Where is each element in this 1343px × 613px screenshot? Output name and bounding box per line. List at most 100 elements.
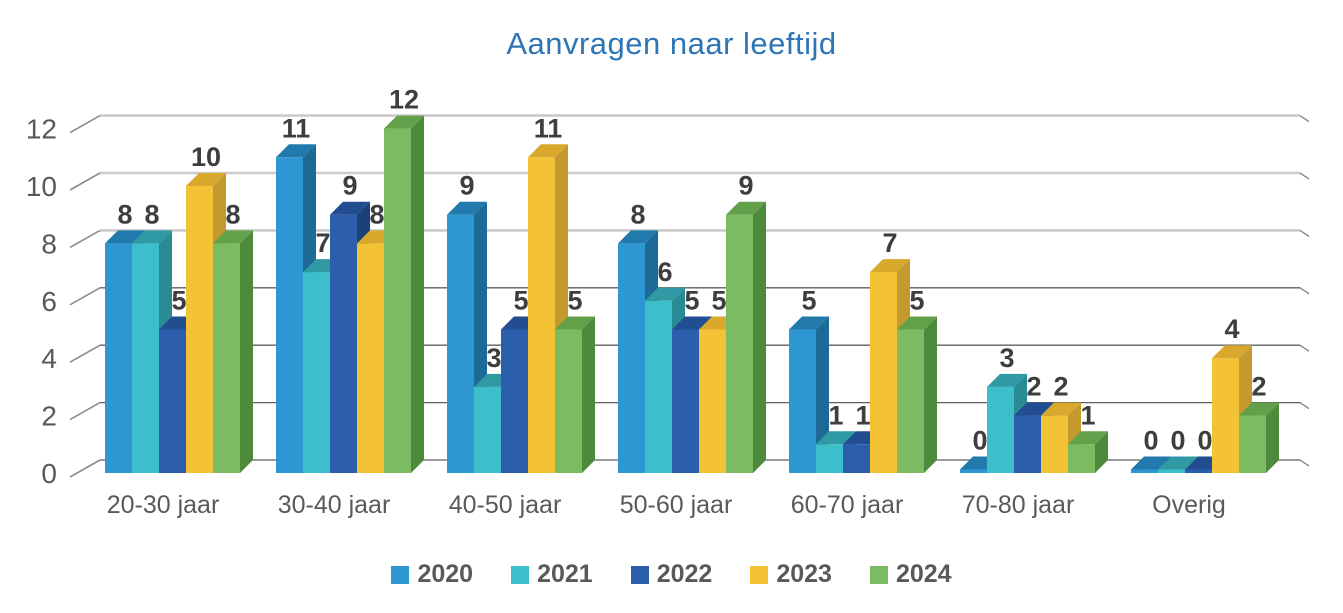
- bar-front-2023: [186, 186, 213, 473]
- bar-top-2022: [1014, 402, 1054, 416]
- data-label: 5: [711, 286, 726, 316]
- bar-top-2024: [1068, 431, 1108, 445]
- y-tick-label: 6: [41, 286, 57, 317]
- y-axis-depth-tick: [69, 401, 101, 421]
- data-label: 1: [1080, 400, 1095, 430]
- bar-front-2023: [699, 329, 726, 473]
- bar-front-2022: [843, 444, 870, 473]
- data-label: 7: [315, 228, 330, 258]
- y-tick-label: 12: [26, 114, 57, 145]
- legend-swatch-icon: [869, 565, 888, 584]
- x-category-label: 70-80 jaar: [962, 491, 1075, 519]
- bar-top-2023: [1041, 402, 1081, 416]
- bar-front-2020: [960, 469, 987, 473]
- bar-front-2020: [618, 243, 645, 473]
- bar-front-2023: [870, 272, 897, 473]
- bar-top-2020: [276, 144, 316, 158]
- bar-top-2023: [186, 173, 226, 186]
- bar-front-2022: [330, 214, 357, 473]
- legend-swatch-icon: [750, 565, 769, 584]
- grid-right-depth-tick: [1299, 115, 1310, 123]
- bar-front-2024: [1239, 415, 1266, 473]
- bar-top-2020: [618, 230, 658, 244]
- bar-front-2020: [1131, 469, 1158, 473]
- data-label: 4: [1224, 314, 1239, 344]
- bar-front-2022: [1185, 469, 1212, 473]
- data-label: 10: [191, 142, 221, 172]
- bar-side-2024: [1266, 402, 1279, 473]
- bar-front-2024: [897, 329, 924, 473]
- legend-swatch-icon: [391, 565, 410, 584]
- bar-front-2024: [726, 214, 753, 473]
- bar-front-2023: [357, 243, 384, 473]
- grid-right-depth-tick: [1299, 229, 1310, 237]
- data-label: 1: [855, 400, 870, 430]
- bar-front-2021: [303, 272, 330, 473]
- bar-front-2023: [528, 157, 555, 474]
- bar-front-2021: [987, 386, 1014, 473]
- data-label: 0: [1143, 426, 1158, 456]
- legend-label: 2020: [417, 560, 474, 588]
- bar-top-2021: [645, 287, 685, 301]
- bar-front-2022: [1014, 415, 1041, 473]
- data-label: 8: [117, 199, 132, 229]
- data-label: 8: [225, 199, 240, 229]
- bar-top-2020: [105, 230, 145, 244]
- bar-front-2021: [132, 243, 159, 473]
- bar-front-2023: [1212, 358, 1239, 473]
- bar-top-2021: [1158, 456, 1198, 470]
- bar-top-2023: [528, 144, 568, 158]
- bar-front-2021: [474, 386, 501, 473]
- legend-swatch-icon: [630, 565, 649, 584]
- x-category-label: 30-40 jaar: [278, 491, 391, 519]
- bar-side-2024: [411, 115, 424, 473]
- y-axis-depth-tick: [69, 287, 101, 306]
- bar-front-2021: [816, 444, 843, 473]
- chart-title: Aanvragen naar leeftijd: [506, 26, 837, 61]
- y-tick-label: 4: [41, 343, 57, 374]
- legend-item-2021: 2021: [511, 560, 593, 589]
- grid-right-depth-tick: [1299, 172, 1310, 180]
- data-label: 9: [342, 171, 357, 201]
- x-category-label: 50-60 jaar: [620, 491, 733, 519]
- data-label: 2: [1251, 372, 1266, 402]
- bar-front-2020: [789, 329, 816, 473]
- y-axis-depth-tick: [69, 459, 101, 478]
- data-label: 8: [630, 199, 645, 229]
- bar-front-2021: [645, 300, 672, 473]
- data-label: 2: [1026, 372, 1041, 402]
- legend-label: 2022: [656, 560, 713, 588]
- data-label: 11: [282, 113, 311, 143]
- bar-top-2023: [1212, 345, 1252, 359]
- grid-right-depth-tick: [1299, 344, 1310, 352]
- bar-front-2022: [159, 329, 186, 473]
- data-label: 3: [486, 343, 501, 373]
- y-tick-label: 2: [41, 401, 57, 432]
- bar-front-2022: [672, 329, 699, 473]
- data-label: 8: [369, 199, 384, 229]
- bar-side-2024: [582, 316, 595, 473]
- bar-top-2022: [672, 316, 712, 330]
- legend-label: 2021: [537, 560, 593, 588]
- legend-item-2024: 2024: [869, 560, 952, 589]
- data-label: 9: [738, 171, 753, 201]
- bar-top-2021: [987, 373, 1027, 387]
- data-label: 1: [828, 400, 843, 430]
- grid-right-depth-tick: [1299, 459, 1310, 467]
- bar-front-2021: [1158, 469, 1185, 473]
- data-label: 2: [1053, 372, 1068, 402]
- x-category-label: 40-50 jaar: [449, 491, 562, 519]
- bar-top-2020: [447, 201, 487, 215]
- bar-top-2024: [555, 316, 595, 330]
- legend-item-2020: 2020: [391, 560, 473, 589]
- bar-side-2024: [753, 201, 766, 473]
- y-axis-depth-tick: [69, 114, 101, 134]
- y-tick-label: 10: [26, 171, 57, 202]
- legend-item-2023: 2023: [750, 560, 832, 589]
- bar-top-2023: [870, 259, 910, 273]
- data-label: 5: [171, 286, 186, 316]
- legend-item-2022: 2022: [630, 560, 713, 589]
- bar-side-2020: [816, 316, 829, 473]
- bar-front-2020: [105, 243, 132, 473]
